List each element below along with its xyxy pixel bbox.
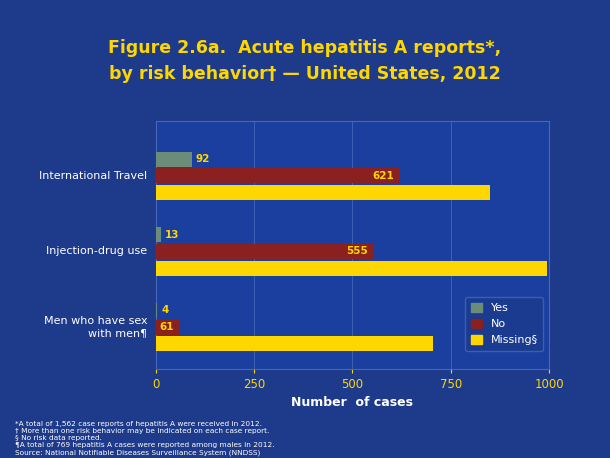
Text: 92: 92: [196, 154, 210, 164]
Bar: [156, 227, 160, 242]
Text: 4: 4: [161, 305, 168, 316]
Bar: [156, 336, 432, 351]
Text: by risk behavior† — United States, 2012: by risk behavior† — United States, 2012: [109, 65, 501, 83]
Bar: [156, 244, 374, 259]
Text: Figure 2.6a.  Acute hepatitis A reports*,: Figure 2.6a. Acute hepatitis A reports*,: [109, 39, 501, 57]
Bar: [156, 168, 400, 183]
Bar: [156, 303, 157, 318]
Text: 849: 849: [462, 187, 484, 197]
Bar: [156, 152, 192, 167]
Bar: [156, 320, 179, 335]
X-axis label: Number  of cases: Number of cases: [292, 396, 414, 409]
Bar: [156, 185, 490, 200]
Text: *A total of 1,562 case reports of hepatitis A were received in 2012.
† More than: *A total of 1,562 case reports of hepati…: [15, 421, 275, 456]
Text: 61: 61: [159, 322, 174, 332]
Bar: [156, 261, 547, 276]
Text: 13: 13: [165, 230, 179, 240]
Text: 994: 994: [519, 263, 540, 273]
Text: 704: 704: [404, 339, 426, 349]
Text: 555: 555: [346, 246, 368, 256]
Text: 621: 621: [372, 171, 394, 181]
Legend: Yes, No, Missing§: Yes, No, Missing§: [465, 297, 544, 351]
